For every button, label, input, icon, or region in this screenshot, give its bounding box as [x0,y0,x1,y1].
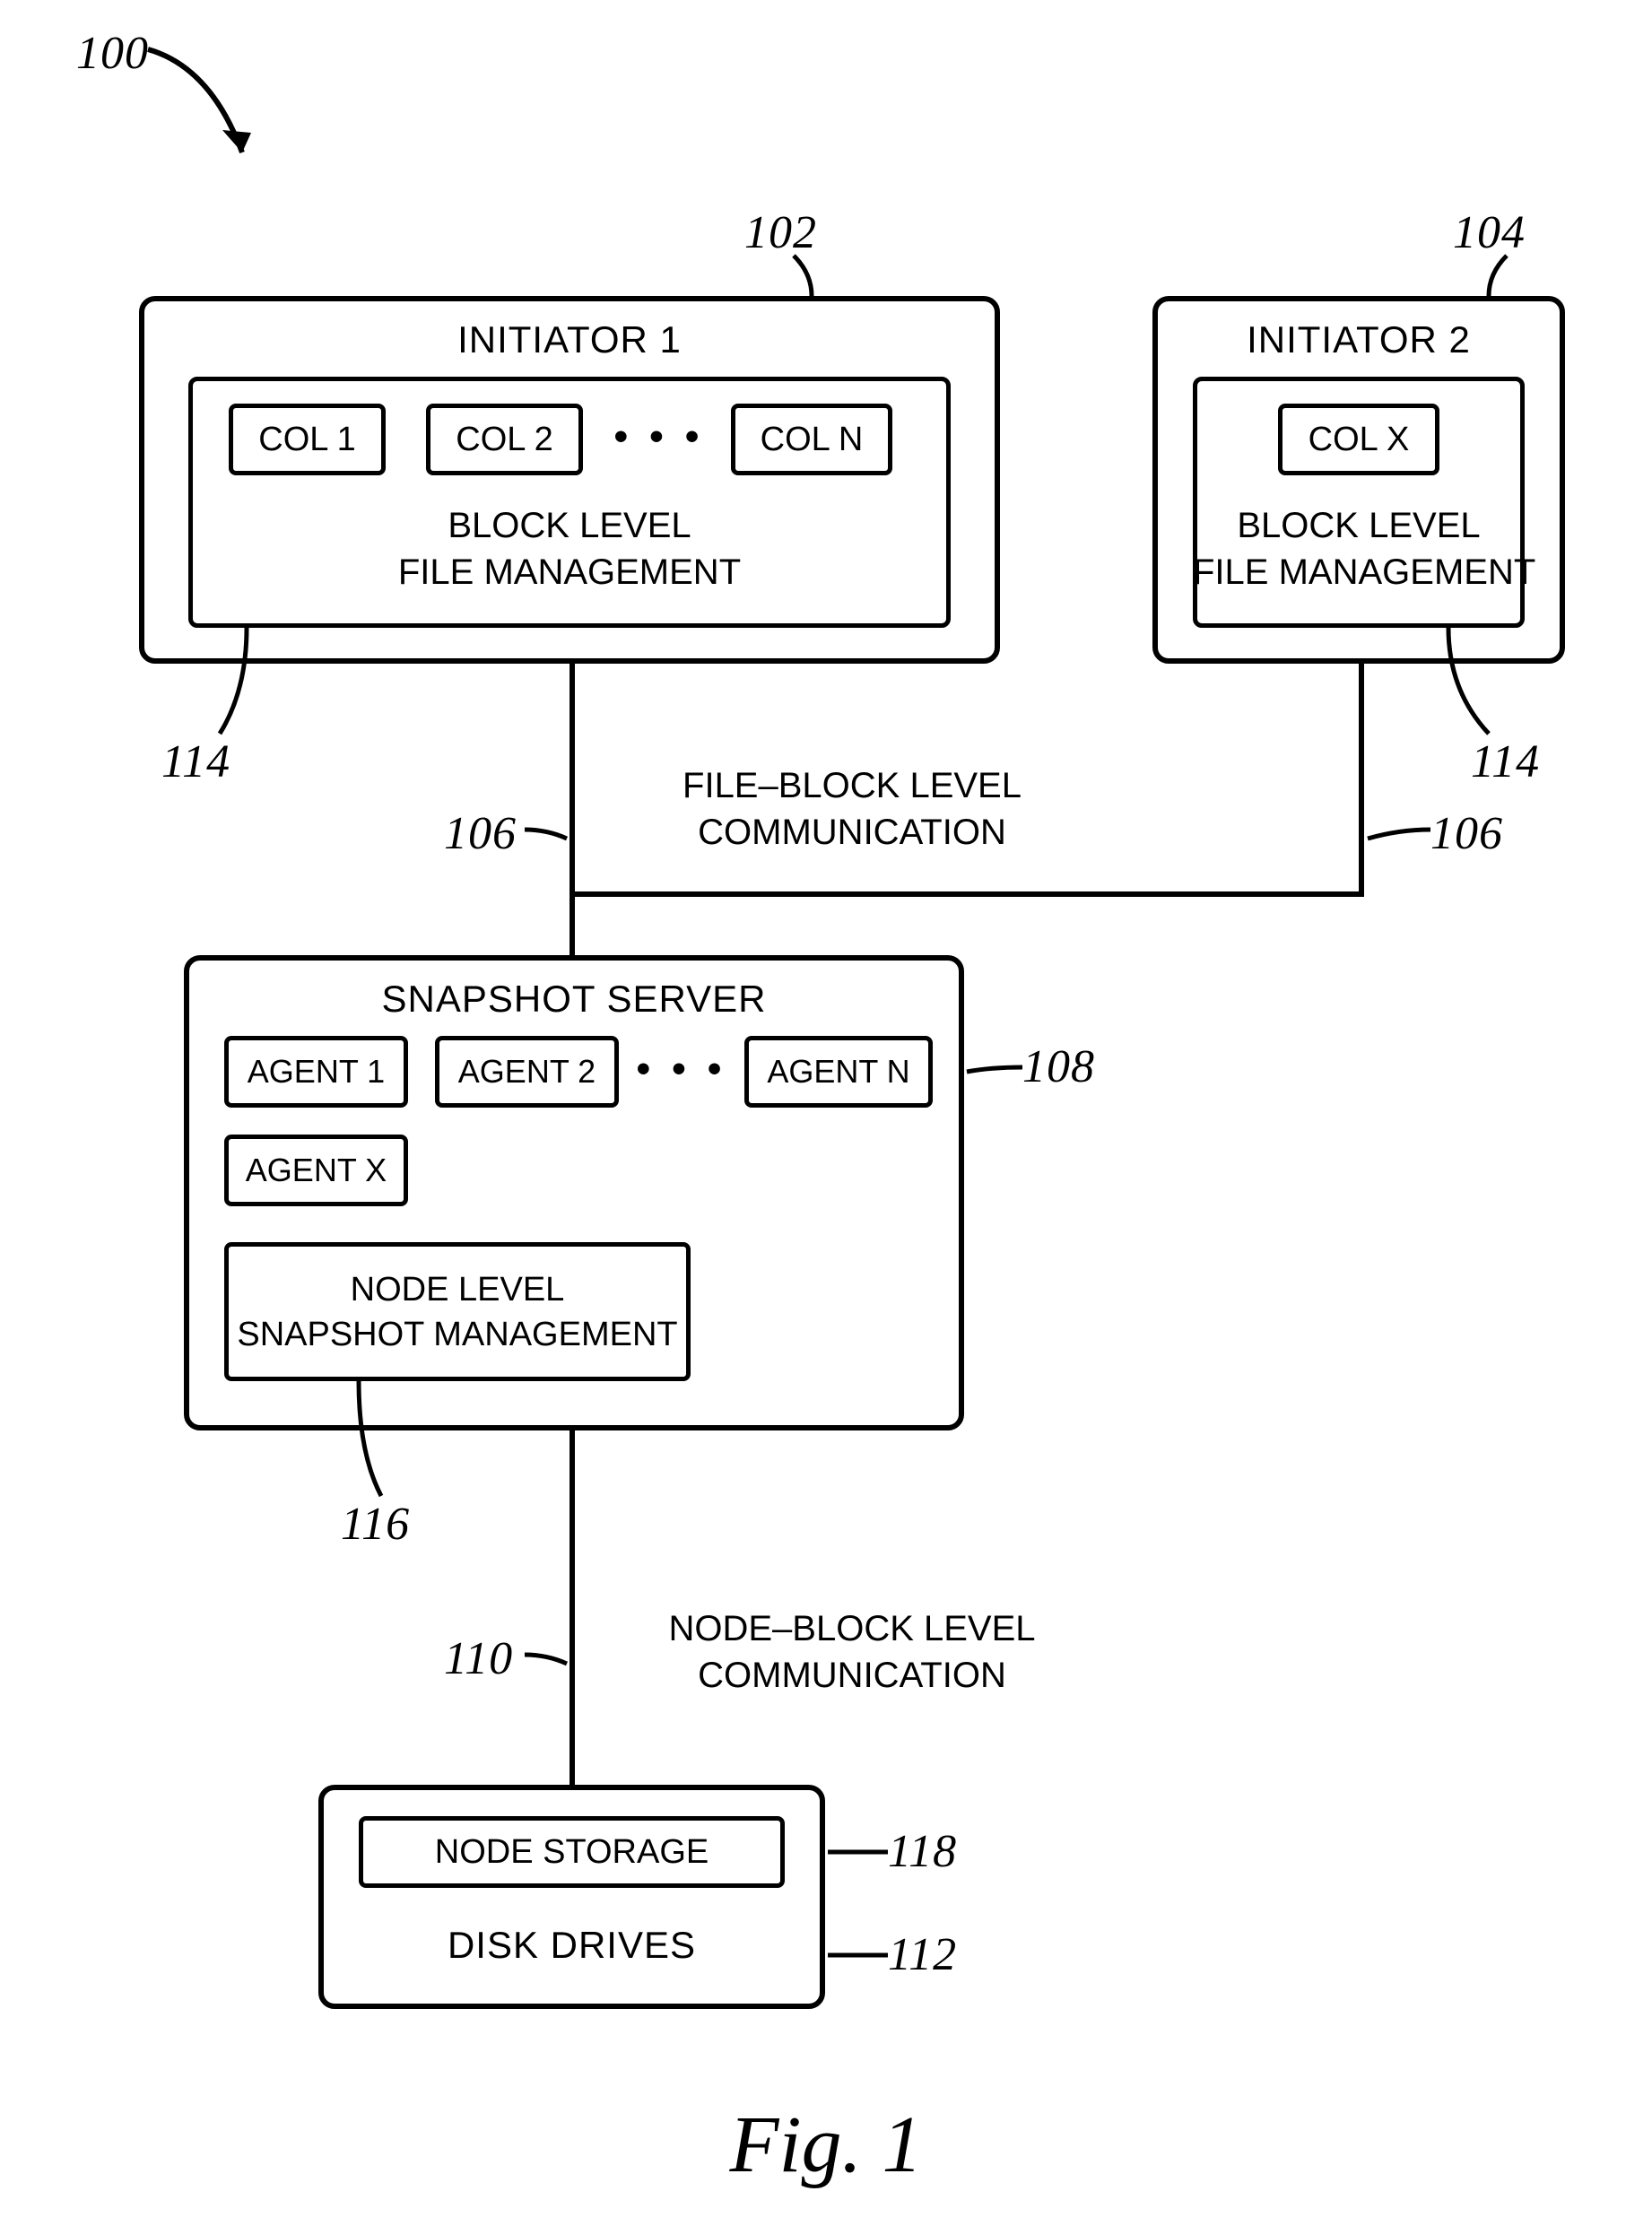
agentx-label: AGENT X [246,1152,387,1189]
colx-label: COL X [1309,421,1410,459]
leader-104 [1480,251,1552,305]
snapshot-mgmt-box: NODE LEVEL SNAPSHOT MANAGEMENT [224,1242,691,1381]
ref-112: 112 [888,1928,957,1981]
agentn-label: AGENT N [767,1053,909,1091]
initiator2-mgmt: BLOCK LEVEL FILE MANAGEMENT [1193,502,1525,596]
line-init2-down [1359,664,1364,897]
ref-106a: 106 [444,807,517,860]
initiator1-title: INITIATOR 1 [139,318,1000,361]
line-snapshot-down [570,1430,575,1785]
leader-110 [520,1641,574,1677]
initiator1-coln: COL N [731,404,892,475]
snapshot-ellipsis: • • • [628,1047,735,1091]
node-storage-box: NODE STORAGE [359,1816,785,1888]
arrow-100 [126,36,305,215]
initiator1-col2: COL 2 [426,404,583,475]
leader-108 [964,1054,1027,1090]
col2-label: COL 2 [456,421,552,459]
figure-caption: Fig. 1 [0,2099,1652,2191]
leader-114b [1444,628,1516,744]
initiator1-ellipsis: • • • [601,414,717,459]
agentx: AGENT X [224,1135,408,1206]
ref-110: 110 [444,1632,513,1685]
leader-106b [1363,812,1435,856]
leader-116 [345,1381,417,1507]
coln-label: COL N [761,421,864,459]
ref-118: 118 [888,1825,957,1878]
initiator1-mgmt: BLOCK LEVEL FILE MANAGEMENT [188,502,951,596]
line-horizontal [570,891,1364,897]
comm2-label: NODE–BLOCK LEVEL COMMUNICATION [628,1605,1076,1699]
agent2: AGENT 2 [435,1036,619,1108]
initiator2-title: INITIATOR 2 [1152,318,1565,361]
snapshot-title: SNAPSHOT SERVER [184,978,964,1021]
snapshot-mgmt-label: NODE LEVEL SNAPSHOT MANAGEMENT [237,1267,677,1357]
initiator1-col1: COL 1 [229,404,386,475]
col1-label: COL 1 [258,421,355,459]
disk-title: DISK DRIVES [318,1924,825,1967]
ref-106b: 106 [1430,807,1503,860]
leader-118 [825,1839,892,1874]
agent1: AGENT 1 [224,1036,408,1108]
leader-102 [789,251,861,305]
leader-114a [215,628,287,744]
line-init1-down [570,664,575,955]
comm1-label: FILE–BLOCK LEVEL COMMUNICATION [628,762,1076,856]
ref-108: 108 [1022,1040,1095,1093]
leader-112 [825,1942,892,1978]
node-storage-label: NODE STORAGE [435,1833,709,1872]
initiator2-colx: COL X [1278,404,1439,475]
agent2-label: AGENT 2 [458,1053,596,1091]
agentn: AGENT N [744,1036,933,1108]
agent1-label: AGENT 1 [248,1053,385,1091]
leader-106a [520,812,574,856]
